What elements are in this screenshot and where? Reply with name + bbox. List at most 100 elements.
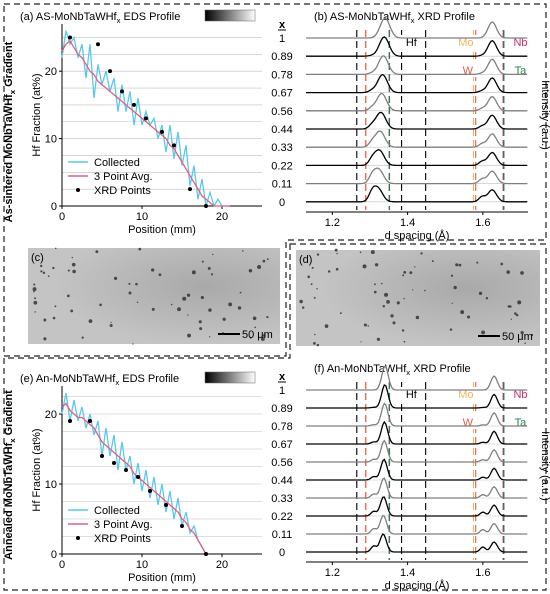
pore: [507, 305, 511, 308]
x-tick-label: 1.4: [400, 217, 415, 229]
x-fraction-label: 0: [279, 547, 285, 559]
x-fraction-label: 0.56: [271, 457, 292, 469]
legend-label: XRD Points: [94, 185, 151, 197]
x-tick-label: 0: [59, 211, 65, 223]
pore: [55, 247, 57, 250]
x-tick-label: 0: [59, 559, 65, 571]
pore: [199, 327, 203, 331]
x-fraction-header: x: [279, 371, 286, 383]
side-labels: As-sintered MoNbTaWHfx GradientAnnealed …: [3, 41, 17, 560]
pore: [222, 317, 226, 321]
pore: [431, 260, 434, 263]
pore: [403, 297, 405, 300]
x-fraction-label: 1: [279, 33, 285, 45]
y-tick-label: 20: [45, 66, 57, 78]
panel-title-suffix: XRD Profile: [410, 363, 471, 375]
xrd-trace: [306, 167, 528, 185]
y-tick-label: 0: [51, 201, 57, 213]
xrd-trace: [306, 55, 528, 76]
panel-title-sub: x: [115, 378, 119, 387]
x-fraction-label: 0.33: [271, 493, 292, 505]
pore: [362, 264, 367, 269]
avg-line: [61, 39, 230, 207]
panel-title: (a) AS-MoNbTaWHfx EDS Profile: [20, 11, 180, 25]
legend-label: XRD Points: [94, 533, 151, 545]
pore: [414, 266, 416, 268]
xrd-trace: [306, 496, 528, 517]
x-tick-label: 10: [136, 559, 148, 571]
pore: [34, 311, 36, 313]
pore: [128, 282, 131, 285]
pore: [71, 256, 74, 259]
x-tick-label: 1.6: [475, 567, 490, 579]
pore: [113, 276, 118, 281]
as-sintered-region-border: [3, 3, 547, 357]
pore: [40, 264, 43, 268]
legend-label: Collected: [94, 505, 140, 517]
xrd-trace: [306, 533, 528, 553]
pore: [485, 296, 489, 300]
pore: [451, 302, 453, 304]
xrd-point: [180, 524, 184, 528]
pore: [33, 290, 35, 293]
x-axis-label: Position (mm): [128, 572, 196, 584]
pore: [324, 324, 329, 329]
pore: [95, 250, 99, 254]
x-tick-label: 1.2: [325, 217, 340, 229]
panel-label: (d): [299, 254, 312, 266]
xrd-trace: [306, 420, 528, 445]
pore: [299, 299, 303, 304]
xrd-trace: [306, 17, 528, 39]
legend-marker: [76, 188, 80, 192]
xrd-point: [124, 468, 128, 472]
ref-label-hf: Hf: [406, 389, 418, 401]
x-fraction-label: 0.67: [271, 439, 292, 451]
pore: [478, 291, 483, 295]
pore: [424, 289, 426, 292]
pore: [458, 263, 462, 267]
pore: [530, 333, 534, 337]
xrd-point: [96, 42, 100, 47]
y-tick-label: 10: [45, 134, 57, 146]
panel-title: (e) An-MoNbTaWHfx EDS Profile: [20, 373, 179, 387]
pore: [476, 261, 479, 264]
x-fraction-label: 0.33: [271, 142, 292, 154]
pore: [207, 266, 211, 270]
pore: [402, 274, 405, 277]
x-axis-label: d spacing (Å): [385, 229, 450, 242]
pore: [403, 340, 406, 343]
pore: [339, 312, 342, 315]
pore: [248, 269, 253, 273]
pore: [316, 287, 318, 290]
side-label-annealed-main: Annealed MoNbTaWHf: [3, 442, 15, 559]
pore: [170, 303, 173, 306]
xrd-trace: [306, 514, 528, 535]
panel-title-sub: x: [117, 16, 121, 25]
x-fraction-label: 0.44: [271, 475, 292, 487]
side-label-annealed-sub: x: [8, 438, 17, 443]
pore: [384, 292, 389, 297]
legend-marker: [76, 536, 80, 540]
xrd-point: [68, 419, 72, 423]
pore: [520, 330, 524, 335]
pore: [313, 342, 316, 345]
pore: [455, 263, 459, 267]
pore: [132, 343, 134, 345]
pore: [228, 302, 233, 307]
ref-label-nb: Nb: [513, 389, 527, 401]
y-axis-label: Hf Fraction (at%): [31, 73, 43, 156]
pore: [70, 309, 74, 313]
pore: [239, 291, 242, 294]
x-fraction-label: 0.44: [271, 124, 292, 136]
pore: [260, 337, 265, 341]
panel-title-suffix: EDS Profile: [119, 373, 179, 385]
pore: [110, 321, 112, 323]
pore: [257, 265, 262, 269]
pore: [401, 329, 405, 332]
pore: [138, 247, 142, 251]
xrd-point: [88, 419, 92, 423]
pore: [42, 271, 46, 275]
xrd-point: [144, 116, 148, 121]
pore: [481, 330, 486, 335]
